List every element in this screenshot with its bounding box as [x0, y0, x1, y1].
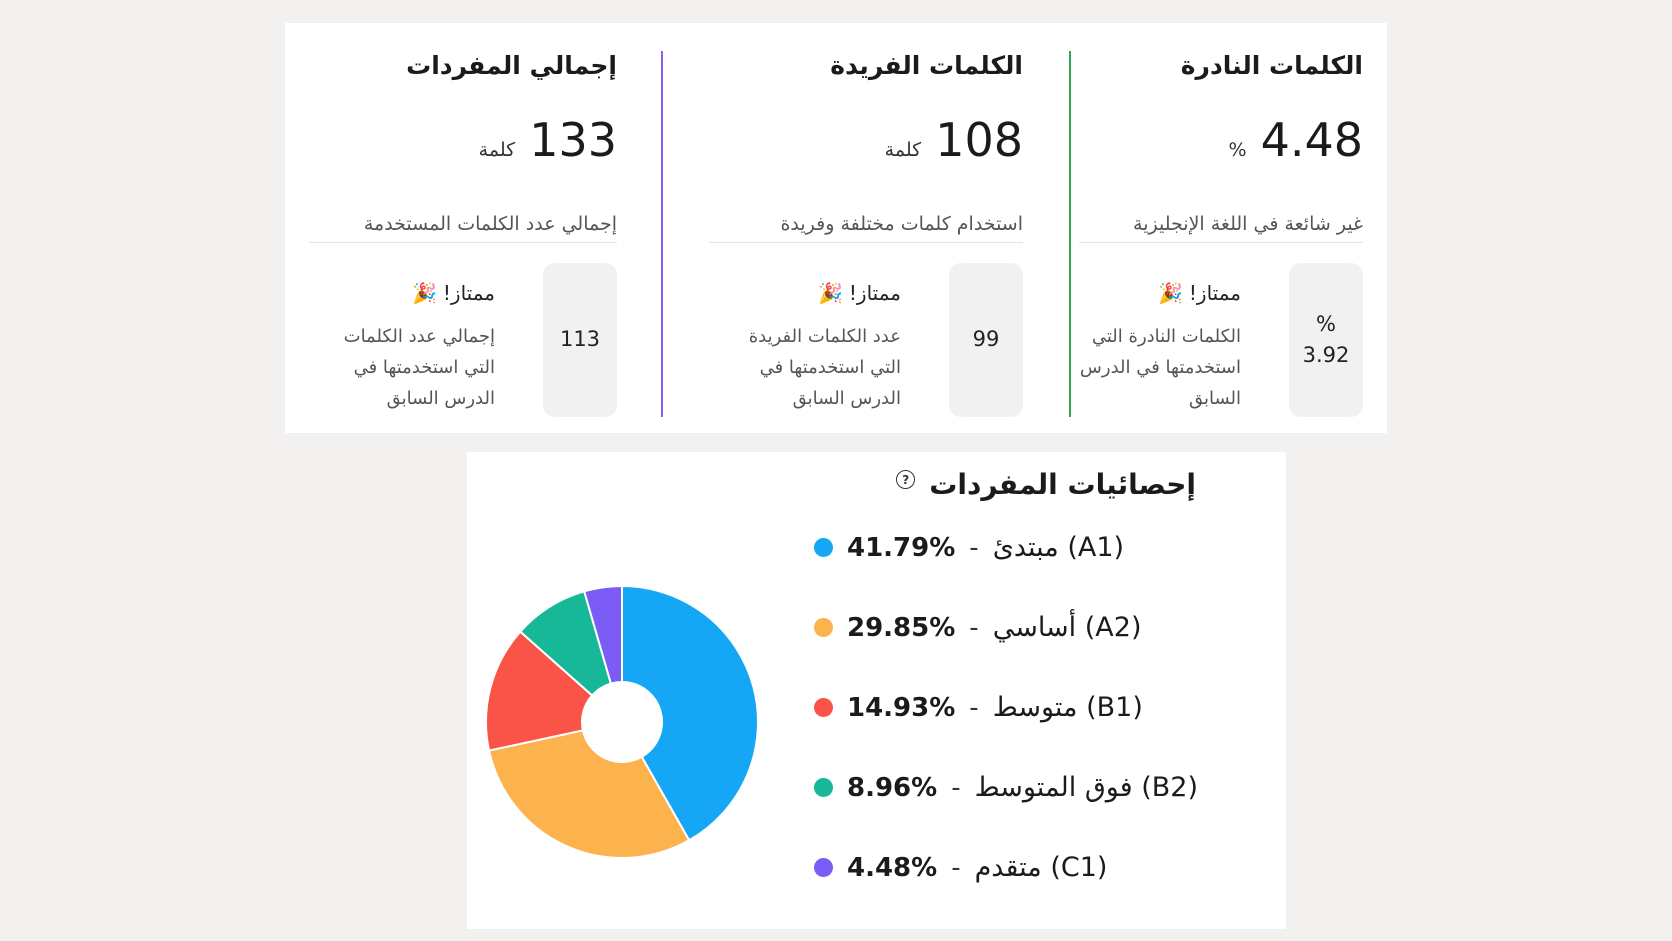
stat-unique-words: الكلمات الفريدة 108 كلمة استخدام كلمات م…	[649, 23, 1047, 433]
stat-rare-words: الكلمات النادرة 4.48 % غير شائعة في اللغ…	[1055, 23, 1387, 433]
stat-value-row: 4.48 %	[1229, 113, 1363, 167]
excellent-badge: ممتاز! 🎉	[1158, 281, 1241, 305]
legend-item: 29.85% - (A2) أساسي	[814, 612, 1142, 643]
excellent-badge: ممتاز! 🎉	[412, 281, 495, 305]
legend-percentage: 4.48%	[847, 852, 938, 883]
stat-title: إجمالي المفردات	[406, 51, 617, 80]
excellent-badge: ممتاز! 🎉	[818, 281, 901, 305]
stat-unit: كلمة	[478, 139, 516, 161]
excellent-label: ممتاز!	[1188, 281, 1241, 305]
party-popper-icon: 🎉	[1158, 281, 1183, 305]
legend-separator: -	[969, 612, 979, 643]
vocabulary-stats-card: الكلمات النادرة 4.48 % غير شائعة في اللغ…	[285, 23, 1387, 433]
excellent-label: ممتاز!	[442, 281, 495, 305]
stat-total-vocabulary: إجمالي المفردات 133 كلمة إجمالي عدد الكل…	[285, 23, 649, 433]
stat-description: استخدام كلمات مختلفة وفريدة	[780, 213, 1023, 235]
previous-value: 99	[972, 327, 1000, 352]
previous-description: عدد الكلمات الفريدة التي استخدمتها في ال…	[748, 326, 901, 409]
previous-value: 3.92	[1302, 343, 1350, 367]
legend-label: (A1) مبتدئ	[992, 532, 1125, 563]
previous-description: الكلمات النادرة التي استخدمتها في الدرس …	[1079, 326, 1241, 409]
legend-item: 41.79% - (A1) مبتدئ	[814, 532, 1124, 563]
stat-unit: كلمة	[884, 139, 922, 161]
question-circle-icon[interactable]: ?	[896, 470, 916, 489]
donut-slice[interactable]	[582, 584, 623, 685]
donut-slice[interactable]	[621, 584, 759, 842]
legend-separator: -	[969, 692, 979, 723]
legend-label: (C1) متقدم	[974, 852, 1108, 883]
column-separator-purple	[661, 51, 663, 417]
legend-percentage: 29.85%	[847, 612, 956, 643]
divider	[709, 242, 1023, 243]
legend-item: 14.93% - (B1) متوسط	[814, 692, 1143, 723]
legend-label: (B2) فوق المتوسط	[974, 772, 1199, 803]
stat-title: الكلمات الفريدة	[830, 51, 1023, 80]
stat-value-row: 108 كلمة	[885, 113, 1023, 167]
previous-value-box: % 3.92	[1289, 263, 1363, 417]
legend-separator: -	[951, 852, 961, 883]
chart-title: إحصائيات المفردات	[929, 468, 1196, 501]
stat-value: 108	[935, 113, 1023, 167]
stat-description: غير شائعة في اللغة الإنجليزية	[1133, 213, 1363, 235]
legend-dot	[814, 778, 833, 797]
legend-percentage: 8.96%	[847, 772, 938, 803]
column-separator-green	[1069, 51, 1071, 417]
divider	[309, 242, 617, 243]
legend-dot	[814, 698, 833, 717]
party-popper-icon: 🎉	[412, 281, 437, 305]
legend-separator: -	[969, 532, 979, 563]
donut-chart	[485, 584, 759, 859]
legend-item: 4.48% - (C1) متقدم	[814, 852, 1107, 883]
donut-slice[interactable]	[485, 630, 594, 752]
legend-dot	[814, 538, 833, 557]
chart-header: إحصائيات المفردات ?	[896, 468, 1196, 501]
previous-description: إجمالي عدد الكلمات التي استخدمتها في الد…	[343, 326, 495, 409]
legend-label: (A2) أساسي	[992, 612, 1142, 643]
previous-value-box: 113	[543, 263, 617, 417]
previous-value-box: 99	[949, 263, 1023, 417]
legend-dot	[814, 858, 833, 877]
legend-dot	[814, 618, 833, 637]
stat-value-row: 133 كلمة	[479, 113, 617, 167]
stat-description: إجمالي عدد الكلمات المستخدمة	[363, 213, 617, 235]
legend-item: 8.96% - (B2) فوق المتوسط	[814, 772, 1198, 803]
legend-percentage: 41.79%	[847, 532, 956, 563]
stat-value: 133	[529, 113, 617, 167]
stat-unit: %	[1228, 139, 1247, 161]
party-popper-icon: 🎉	[818, 281, 843, 305]
excellent-label: ممتاز!	[848, 281, 901, 305]
legend-separator: -	[951, 772, 961, 803]
previous-value: 113	[559, 327, 601, 352]
legend-percentage: 14.93%	[847, 692, 956, 723]
donut-slice[interactable]	[487, 729, 691, 859]
previous-value-unit: %	[1316, 311, 1336, 336]
stat-value: 4.48	[1260, 113, 1363, 167]
vocabulary-chart-card: إحصائيات المفردات ? 41.79% - (A1) مبتدئ 29.…	[467, 452, 1286, 929]
stat-title: الكلمات النادرة	[1180, 51, 1363, 80]
legend-label: (B1) متوسط	[992, 692, 1143, 723]
divider	[1079, 242, 1363, 243]
